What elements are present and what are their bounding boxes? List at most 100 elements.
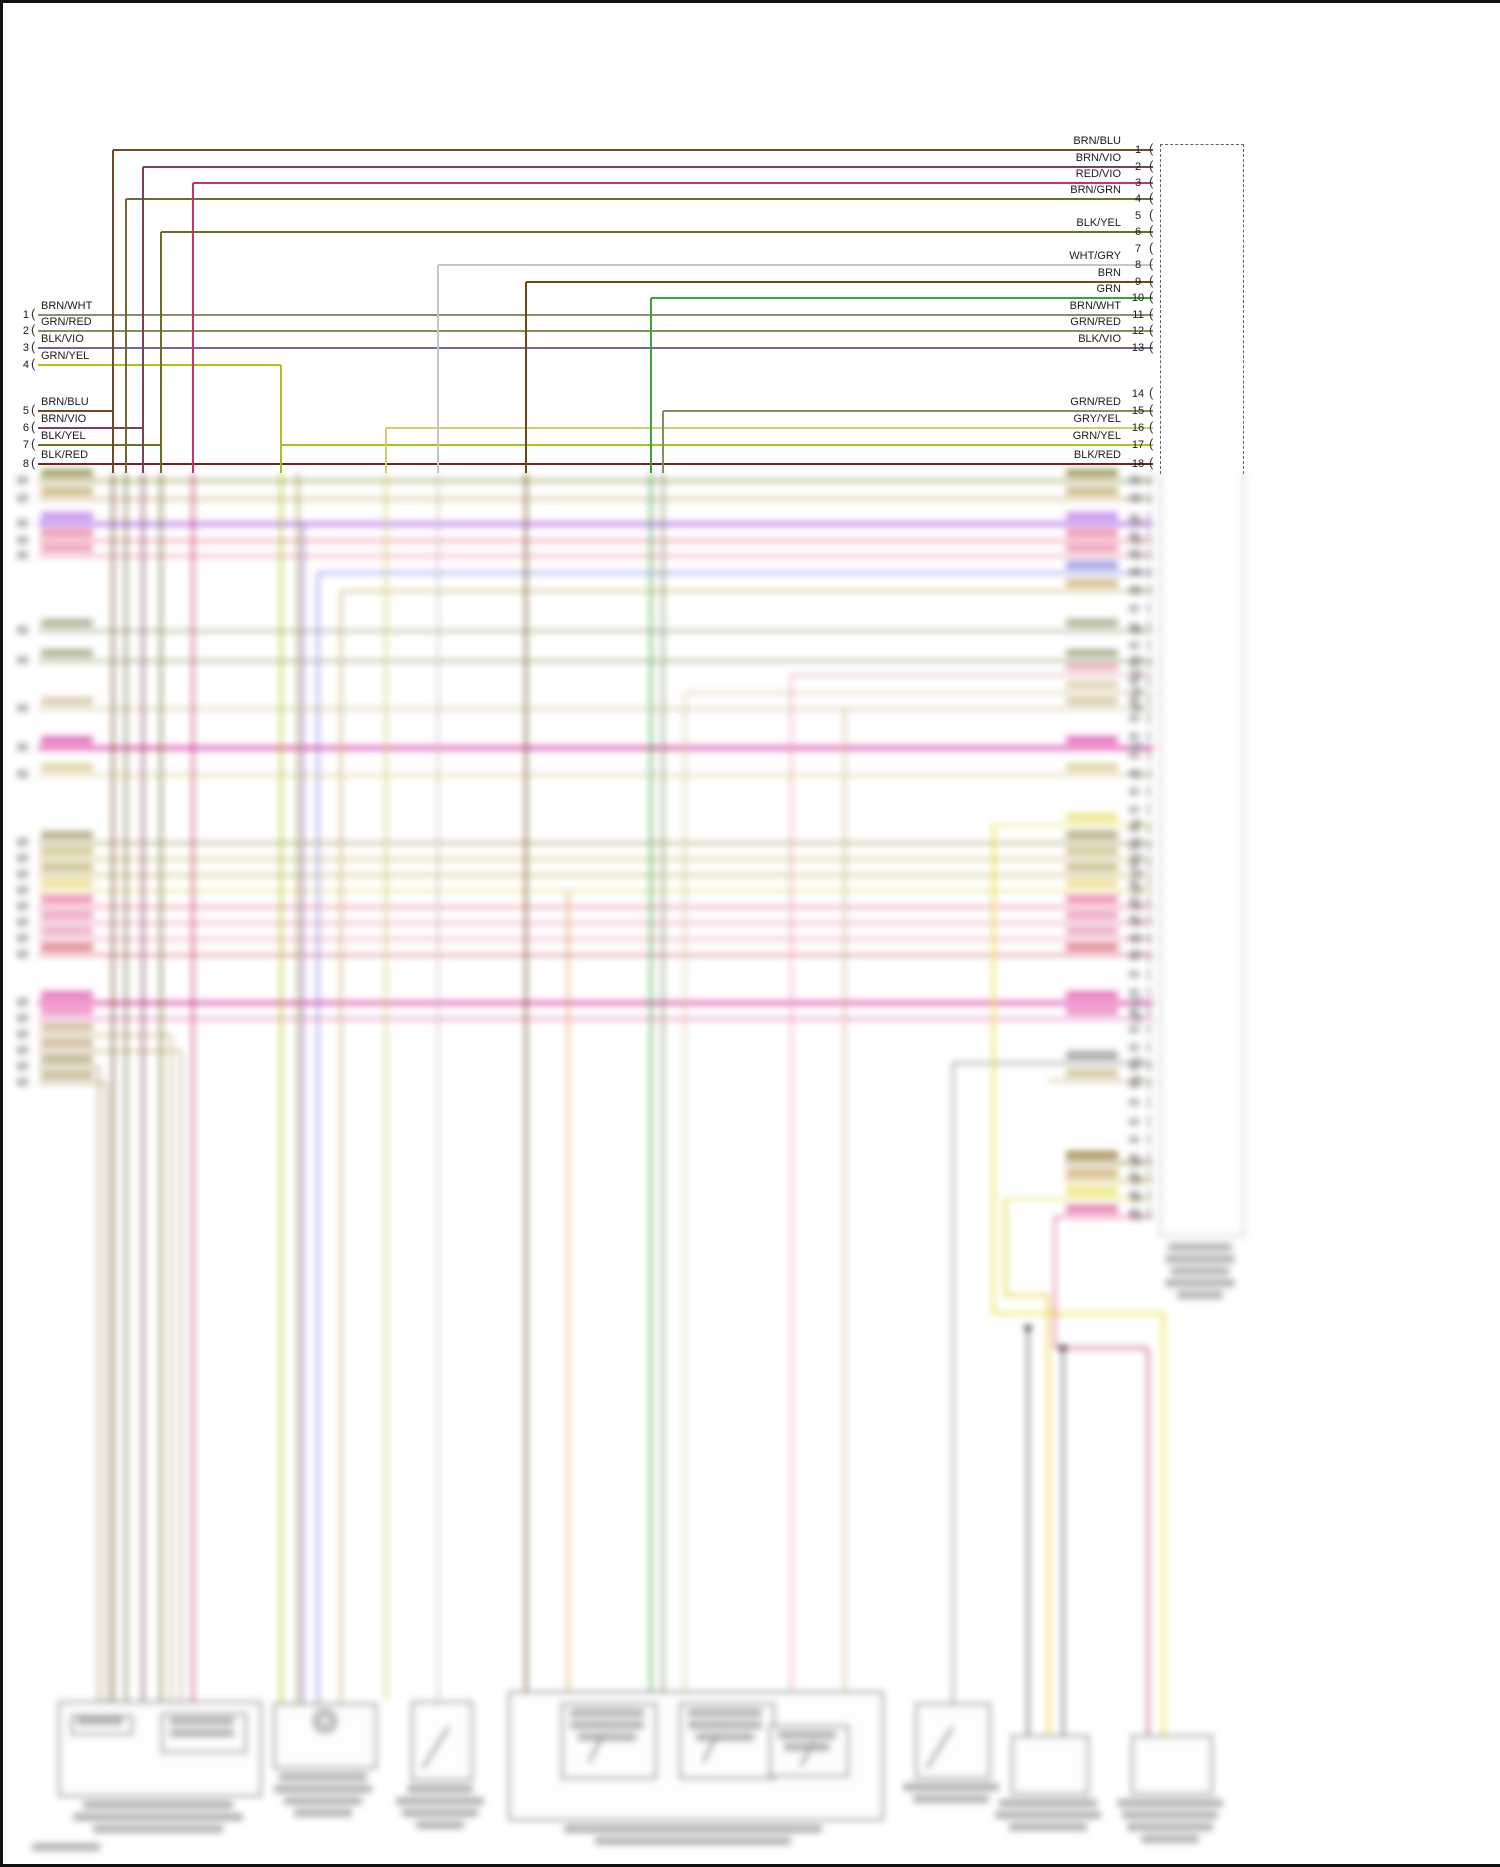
blurred-pin-number: [1129, 495, 1139, 503]
blurred-pin-number: [1129, 843, 1139, 850]
blurred-wire-label: [1066, 927, 1118, 935]
blurred-wire-label: [41, 847, 93, 855]
blurred-pin-terminal-icon: (: [1147, 819, 1152, 835]
blurred-wire-label: [41, 831, 93, 839]
wire-segment: [790, 675, 792, 1691]
blurred-pin-number: [1129, 513, 1139, 521]
blurred-wire-label: [1066, 1205, 1118, 1213]
right-pin-terminal-icon: (: [1149, 402, 1154, 417]
blurred-pin-terminal-icon: (: [1147, 801, 1152, 817]
blurred-pin-number: [17, 551, 28, 559]
blurred-pin-number: [1131, 688, 1142, 696]
blurred-pin-number: [1129, 1117, 1139, 1125]
blurred-pin-terminal-icon: (: [1147, 1002, 1152, 1018]
blurred-wire-label: [1066, 736, 1118, 744]
blurred-pin-terminal-icon: (: [1147, 1112, 1152, 1128]
left-pin-number: 2: [22, 325, 29, 337]
blurred-pin-terminal-icon: (: [1147, 892, 1152, 908]
wire-label: BRN: [1097, 267, 1121, 279]
blurred-pin-terminal-icon: (: [1147, 490, 1152, 506]
wire-label: RED/VIO: [1075, 168, 1121, 180]
right-pin-number: 8: [1134, 259, 1142, 271]
wire-segment: [340, 591, 342, 1703]
wire-segment: [112, 473, 114, 1701]
wire-segment: [98, 1067, 100, 1701]
blurred-caption-line: [995, 1811, 1101, 1819]
blurred-pin-number: [1129, 550, 1139, 558]
blurred-caption-line: [83, 1801, 233, 1809]
blurred-caption-line: [77, 1717, 123, 1725]
wire-label: BLK/VIO: [1078, 333, 1121, 345]
blurred-caption-line: [688, 1709, 762, 1717]
blurred-caption-line: [1168, 1243, 1232, 1251]
blurred-caption-line: [1165, 1255, 1235, 1263]
blurred-wire-label: [41, 736, 93, 744]
blurred-pin-number: [1129, 1044, 1139, 1052]
right-pin-terminal-icon: (: [1149, 273, 1154, 288]
blurred-pin-number: [17, 494, 28, 502]
wire-brn-grn: [125, 199, 127, 473]
blurred-pin-number: [17, 1078, 28, 1086]
right-pin-number: 9: [1134, 276, 1142, 288]
blurred-pin-terminal-icon: (: [1147, 1039, 1152, 1055]
blurred-pin-terminal-icon: (: [1147, 1057, 1152, 1073]
blurred-caption-line: [1122, 1811, 1218, 1819]
junction-dot: [1060, 1345, 1066, 1351]
wire-segment: [1065, 1180, 1153, 1182]
blurred-pin-number: [1131, 1176, 1142, 1184]
right-pin-number: 16: [1131, 422, 1145, 434]
blurred-pin-number: [1131, 1076, 1142, 1084]
blurred-pin-number: [17, 536, 28, 544]
blurred-pin-number: [1129, 769, 1139, 777]
blurred-caption-line: [1117, 1799, 1223, 1807]
blurred-pin-number: [17, 1046, 28, 1054]
blurred-caption-line: [784, 1743, 830, 1751]
blurred-pin-number: [1131, 1158, 1142, 1166]
right-pin-number: 14: [1131, 388, 1145, 400]
wire-grn-red: [663, 410, 1153, 412]
wire-brn: [526, 281, 1153, 283]
blurred-wire-label: [41, 619, 93, 627]
wire-segment: [791, 674, 1153, 676]
wire-brn: [525, 282, 527, 473]
wire-label: BRN/VIO: [41, 413, 87, 425]
blurred-caption-line: [73, 1813, 243, 1821]
blurred-wire-label: [1066, 529, 1118, 537]
blurred-caption-line: [999, 1799, 1097, 1807]
wire-brn-vio: [142, 167, 144, 473]
right-pin-terminal-icon: (: [1149, 223, 1154, 238]
right-pin-terminal-icon: (: [1149, 289, 1154, 304]
right-pin-number: 1: [1134, 144, 1142, 156]
blurred-pin-number: [1129, 934, 1139, 942]
blurred-wire-label: [41, 487, 93, 495]
blurred-caption-line: [578, 1733, 636, 1741]
blurred-pin-number: [1129, 879, 1139, 887]
blurred-wire-label: [1066, 1169, 1118, 1177]
component-box: [411, 1701, 473, 1781]
blurred-pin-number: [1131, 743, 1142, 751]
blurred-pin-terminal-icon: (: [1147, 709, 1152, 725]
blurred-caption-line: [1177, 1291, 1223, 1299]
wire-grn-yel: [38, 364, 281, 366]
wire-segment: [38, 1001, 1153, 1005]
wire-label: GRN/RED: [1070, 396, 1121, 408]
wire-segment: [160, 473, 162, 1701]
blurred-caption-line: [274, 1785, 372, 1793]
blurred-pin-number: [17, 902, 28, 910]
blurred-pin-terminal-icon: (: [1147, 929, 1152, 945]
blurred-pin-terminal-icon: (: [1147, 984, 1152, 1000]
wire-segment: [1062, 1348, 1064, 1735]
blurred-caption-line: [1165, 1279, 1235, 1287]
blurred-pin-number: [1131, 1014, 1142, 1022]
sensor-circle-icon: [313, 1709, 337, 1733]
wire-red-vio: [193, 182, 1153, 184]
wire-label: GRN/RED: [1070, 316, 1121, 328]
left-pin-terminal-icon: (: [31, 402, 36, 417]
blurred-wire-label: [1066, 911, 1118, 919]
blurred-pin-terminal-icon: (: [1147, 947, 1152, 963]
blurred-pin-number: [1129, 678, 1139, 686]
left-pin-terminal-icon: (: [31, 419, 36, 434]
blurred-caption-line: [570, 1721, 644, 1729]
blurred-pin-number: [1131, 998, 1142, 1006]
